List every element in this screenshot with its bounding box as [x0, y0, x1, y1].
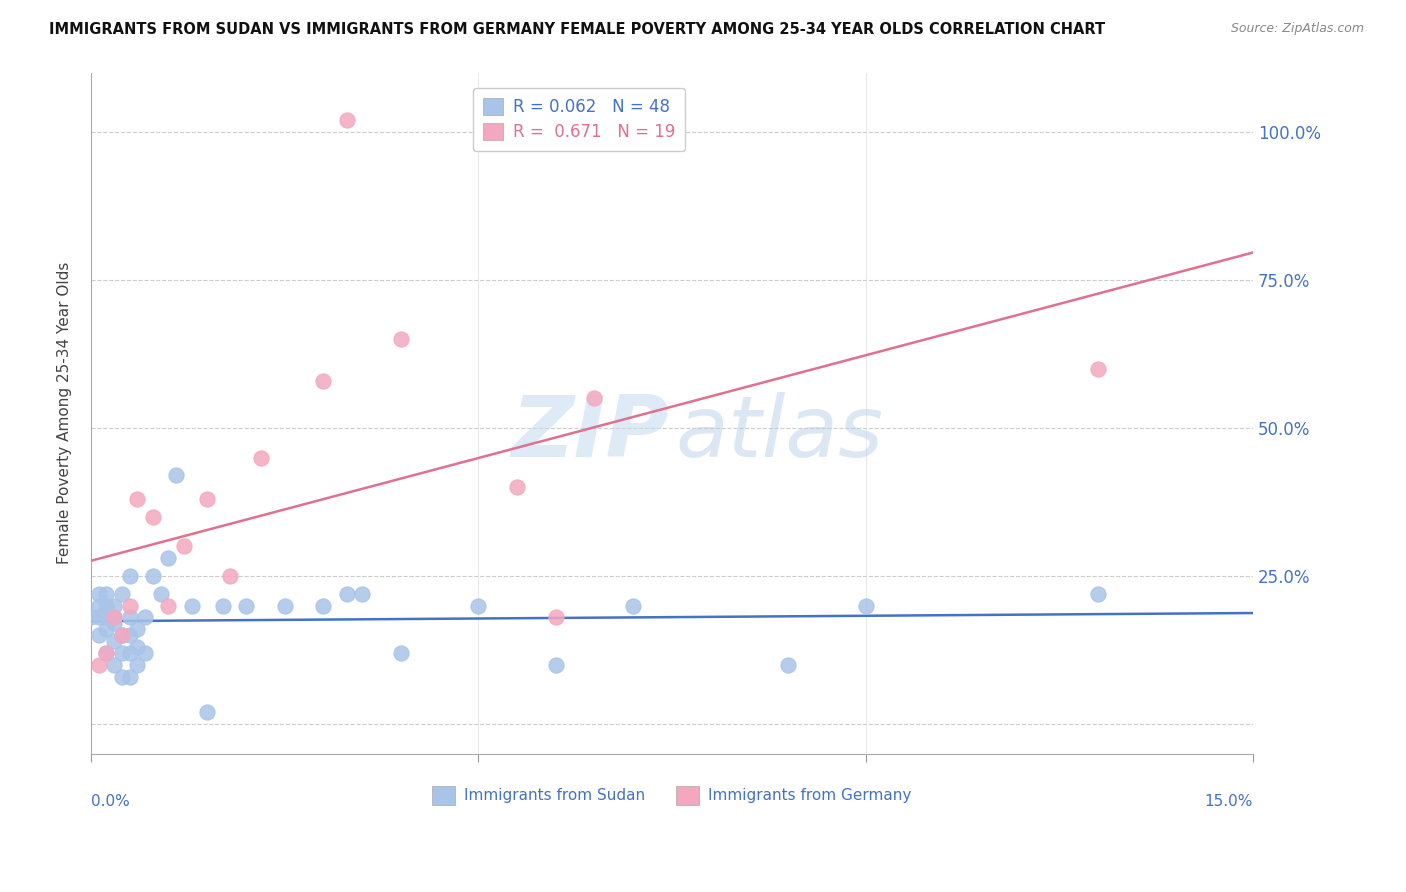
Point: [157, 599, 180, 613]
Point: [235, 599, 257, 613]
Point: [103, 634, 125, 648]
Point: [127, 640, 149, 654]
Text: atlas: atlas: [675, 392, 883, 475]
Point: [96, 646, 118, 660]
Point: [544, 657, 567, 672]
Point: [621, 599, 644, 613]
Text: ZIP: ZIP: [510, 392, 668, 475]
Point: [118, 646, 141, 660]
Point: [118, 628, 141, 642]
Point: [87, 610, 110, 624]
Point: [544, 610, 567, 624]
Point: [180, 599, 202, 613]
Point: [273, 599, 295, 613]
Point: [80, 610, 103, 624]
Text: Source: ZipAtlas.com: Source: ZipAtlas.com: [1230, 22, 1364, 36]
Point: [389, 646, 412, 660]
Text: 0.0%: 0.0%: [91, 795, 129, 809]
Point: [127, 657, 149, 672]
Point: [111, 670, 134, 684]
Point: [312, 599, 335, 613]
Point: [111, 628, 134, 642]
Point: [173, 540, 195, 554]
Point: [219, 569, 242, 583]
Point: [118, 569, 141, 583]
Point: [103, 657, 125, 672]
Text: 15.0%: 15.0%: [1205, 795, 1253, 809]
Point: [103, 610, 125, 624]
Point: [87, 587, 110, 601]
Point: [855, 599, 877, 613]
Text: IMMIGRANTS FROM SUDAN VS IMMIGRANTS FROM GERMANY FEMALE POVERTY AMONG 25-34 YEAR: IMMIGRANTS FROM SUDAN VS IMMIGRANTS FROM…: [49, 22, 1105, 37]
Point: [134, 610, 156, 624]
Point: [165, 468, 187, 483]
Point: [127, 491, 149, 506]
Point: [103, 616, 125, 631]
Point: [335, 587, 357, 601]
Point: [118, 599, 141, 613]
Point: [111, 646, 134, 660]
Point: [96, 610, 118, 624]
Point: [1087, 362, 1109, 376]
Point: [1087, 587, 1109, 601]
Point: [96, 622, 118, 636]
Legend: Immigrants from Sudan, Immigrants from Germany: Immigrants from Sudan, Immigrants from G…: [423, 777, 921, 814]
Point: [103, 610, 125, 624]
Point: [118, 670, 141, 684]
Point: [195, 705, 218, 719]
Point: [467, 599, 489, 613]
Point: [111, 628, 134, 642]
Point: [96, 646, 118, 660]
Point: [350, 587, 373, 601]
Point: [87, 599, 110, 613]
Point: [506, 480, 529, 494]
Point: [142, 569, 165, 583]
Point: [134, 646, 156, 660]
Point: [157, 551, 180, 566]
Point: [96, 587, 118, 601]
Point: [389, 332, 412, 346]
Point: [127, 622, 149, 636]
Point: [195, 491, 218, 506]
Y-axis label: Female Poverty Among 25-34 Year Olds: Female Poverty Among 25-34 Year Olds: [58, 262, 72, 565]
Point: [142, 509, 165, 524]
Point: [118, 610, 141, 624]
Point: [96, 599, 118, 613]
Point: [103, 599, 125, 613]
Point: [335, 113, 357, 128]
Point: [111, 587, 134, 601]
Point: [250, 450, 273, 465]
Point: [211, 599, 233, 613]
Point: [583, 392, 606, 406]
Point: [778, 657, 800, 672]
Point: [87, 628, 110, 642]
Point: [312, 374, 335, 388]
Point: [149, 587, 172, 601]
Point: [87, 657, 110, 672]
